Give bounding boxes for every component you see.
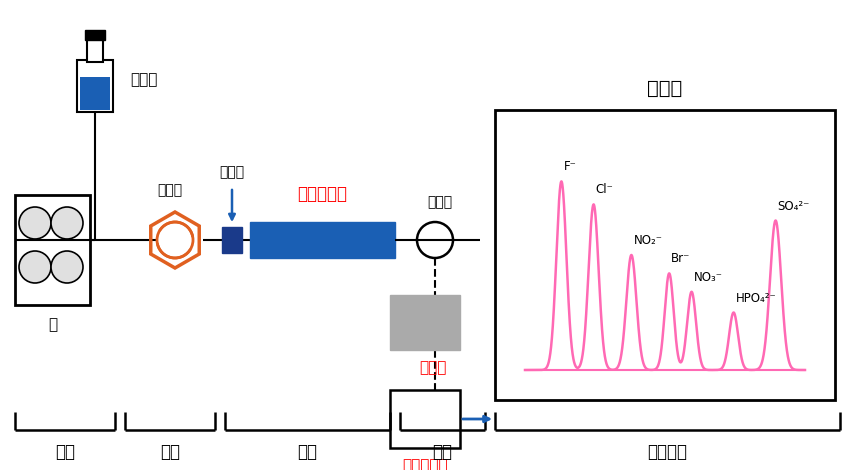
Circle shape xyxy=(19,207,51,239)
Text: 保护柱: 保护柱 xyxy=(219,165,245,179)
Text: 数据记录: 数据记录 xyxy=(647,443,688,461)
Text: Br⁻: Br⁻ xyxy=(671,252,690,266)
Text: 流动相: 流动相 xyxy=(130,72,158,87)
Text: 电导检测器: 电导检测器 xyxy=(402,459,448,470)
Bar xyxy=(77,60,113,112)
Text: NO₂⁻: NO₂⁻ xyxy=(634,234,662,247)
Bar xyxy=(390,295,460,350)
Circle shape xyxy=(51,251,83,283)
Text: 输液: 输液 xyxy=(55,443,75,461)
Circle shape xyxy=(417,222,453,258)
Bar xyxy=(495,110,835,400)
Text: Cl⁻: Cl⁻ xyxy=(595,183,613,196)
Text: 色谱图: 色谱图 xyxy=(647,78,683,97)
Text: 进样: 进样 xyxy=(160,443,180,461)
Bar xyxy=(390,390,460,448)
Circle shape xyxy=(51,207,83,239)
Text: F⁻: F⁻ xyxy=(563,160,576,173)
Text: NO₃⁻: NO₃⁻ xyxy=(694,271,722,284)
Bar xyxy=(85,30,105,40)
Bar xyxy=(222,227,242,253)
Text: 抑制器: 抑制器 xyxy=(419,360,446,376)
Text: 分离: 分离 xyxy=(297,443,318,461)
Bar xyxy=(80,77,110,110)
Bar xyxy=(87,37,103,62)
Bar xyxy=(15,195,90,305)
Text: 离子色谱柱: 离子色谱柱 xyxy=(297,185,347,203)
Bar xyxy=(250,222,395,258)
Circle shape xyxy=(19,251,51,283)
Text: SO₄²⁻: SO₄²⁻ xyxy=(778,199,810,212)
Text: 进样器: 进样器 xyxy=(158,183,183,197)
Text: 检测: 检测 xyxy=(433,443,452,461)
Text: 检测池: 检测池 xyxy=(428,195,452,209)
Text: 泵: 泵 xyxy=(48,318,57,332)
Text: HPO₄²⁻: HPO₄²⁻ xyxy=(735,291,777,305)
